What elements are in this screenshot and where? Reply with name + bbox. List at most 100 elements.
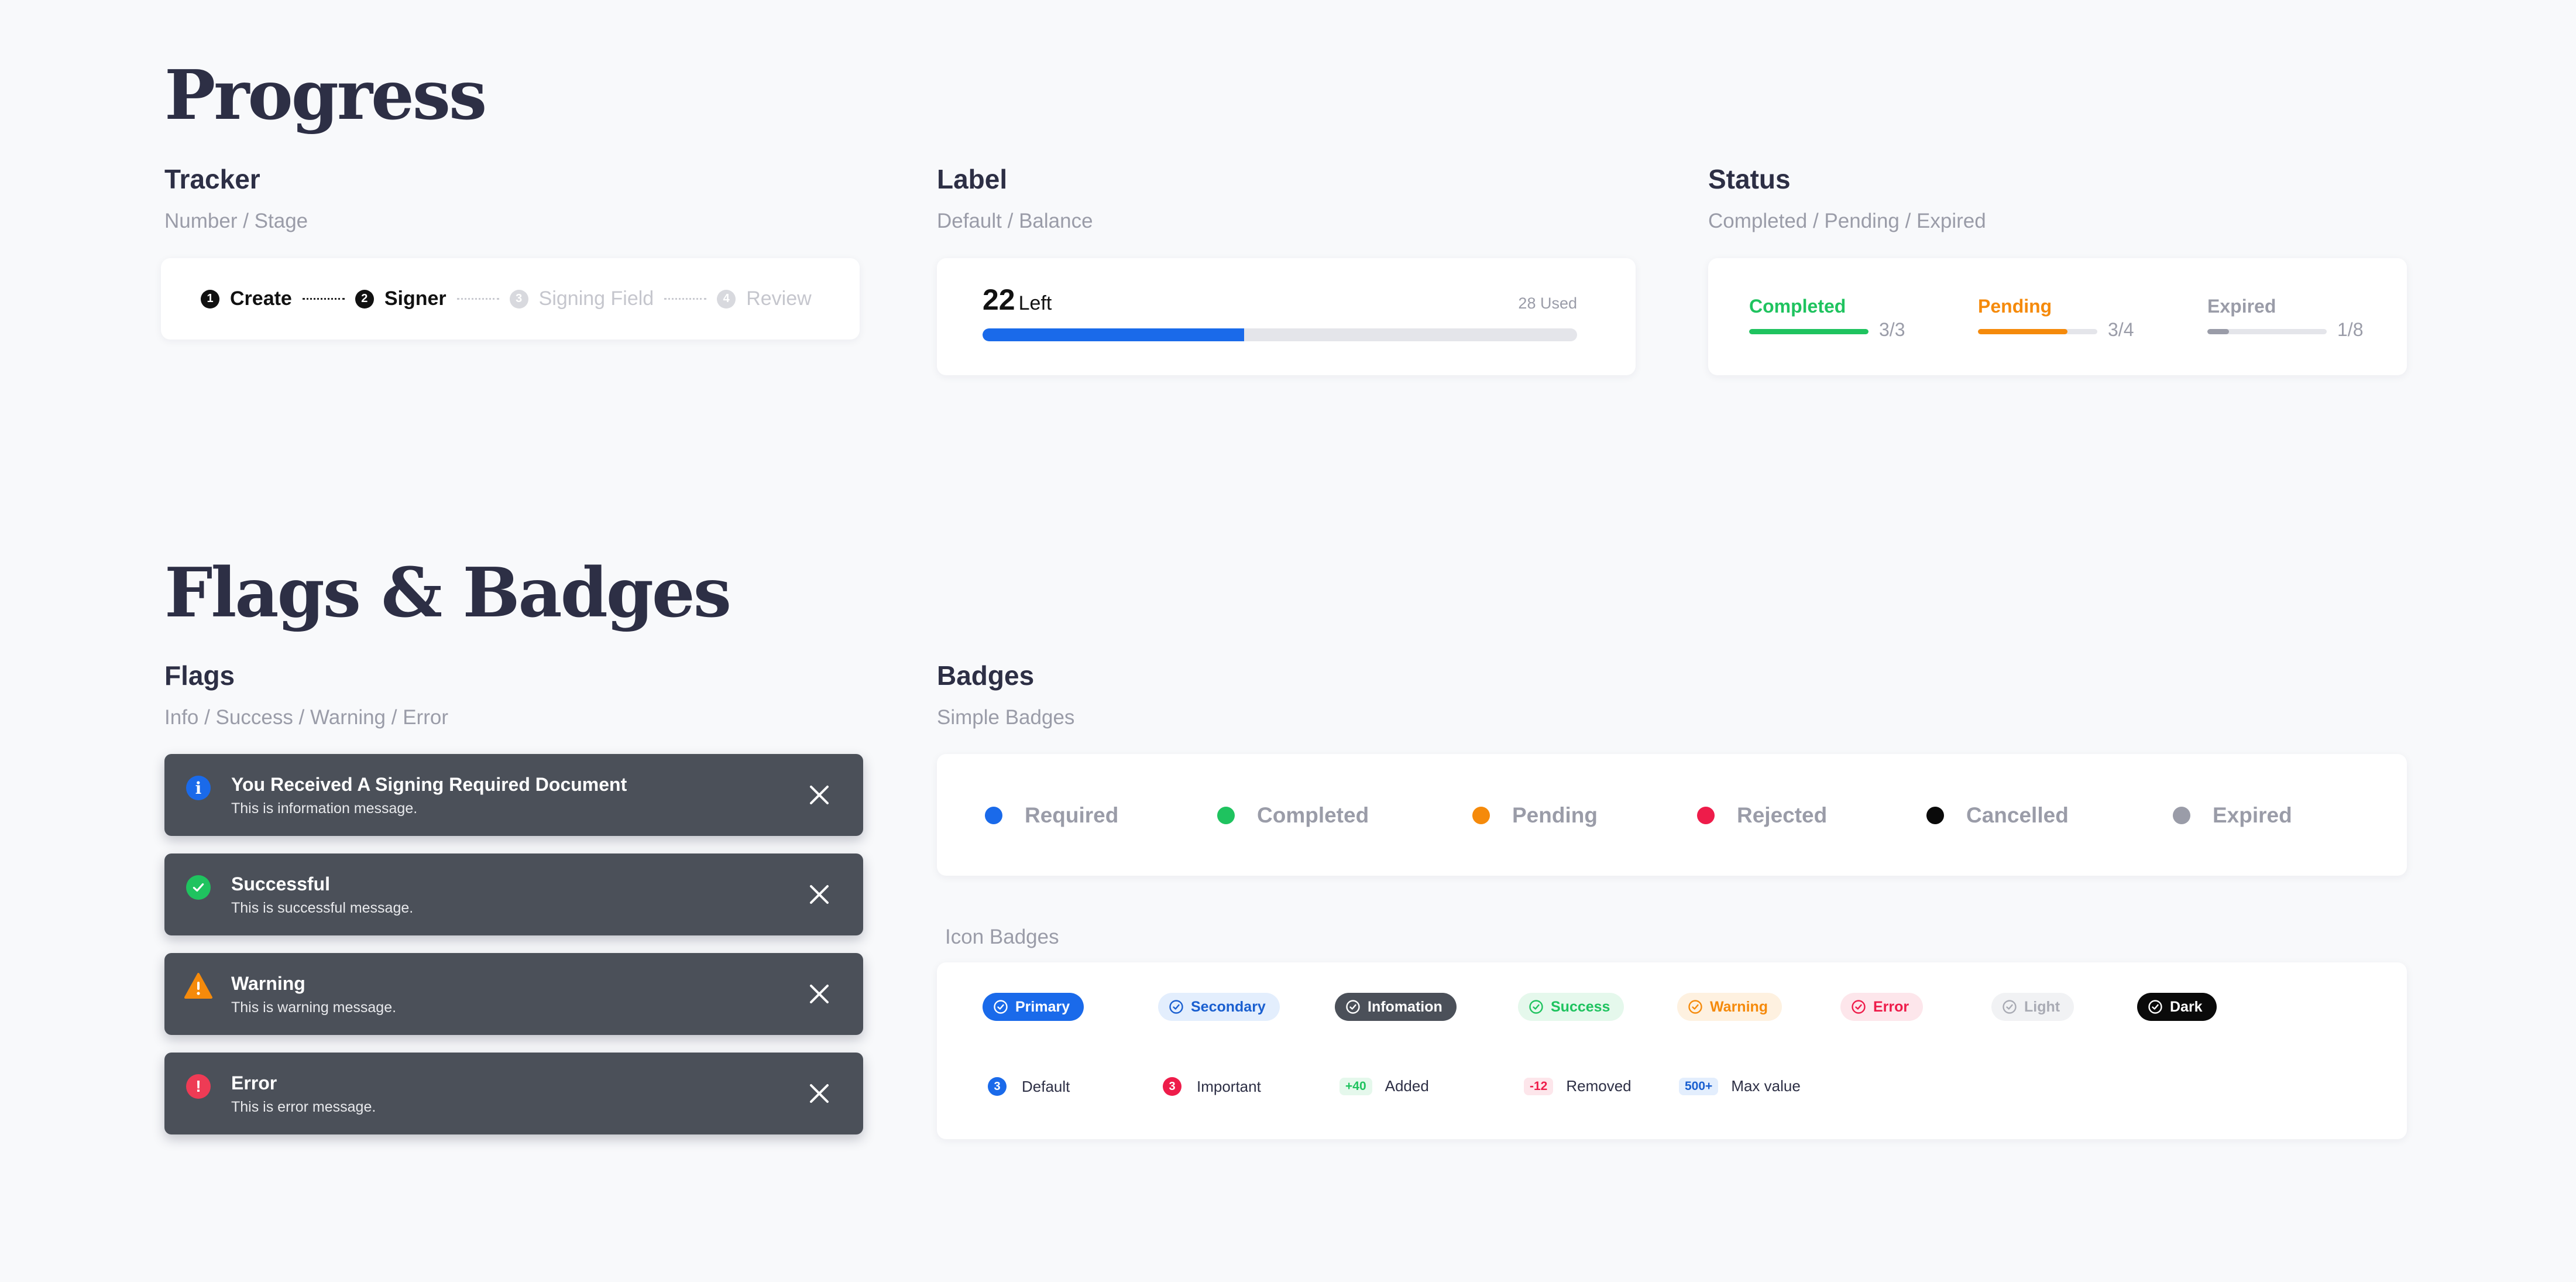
step-number: 4	[717, 289, 736, 308]
balance-used: 28 Used	[1518, 294, 1577, 312]
status-dot	[2173, 807, 2190, 824]
badge-label: Primary	[1015, 998, 1070, 1015]
badge-primary[interactable]: Primary	[983, 993, 1084, 1021]
badge-label: Rejected	[1737, 803, 1828, 827]
flag-message: This is warning message.	[231, 999, 397, 1016]
badge-secondary[interactable]: Secondary	[1158, 993, 1280, 1021]
badge-label: Light	[2024, 998, 2060, 1015]
check-circle-icon	[1169, 1000, 1183, 1014]
check-circle-icon	[1346, 1000, 1360, 1014]
flag-info: i You Received A Signing Required Docume…	[164, 754, 863, 836]
tracker-subtitle: Number / Stage	[164, 210, 308, 232]
badge-rejected: Rejected	[1697, 803, 1827, 828]
badges-title: Badges	[937, 660, 1035, 691]
step-connector	[456, 298, 499, 300]
icon-badges-card	[937, 962, 2407, 1139]
badge-label: Success	[1551, 998, 1610, 1015]
check-circle-icon	[2003, 1000, 2017, 1014]
count-badge-added: +40 Added	[1339, 1077, 1429, 1095]
step-number: 1	[201, 289, 219, 308]
flag-message: This is information message.	[231, 800, 418, 817]
flag-message: This is error message.	[231, 1099, 376, 1115]
status-title: Status	[1708, 164, 1791, 194]
status-count: 1/8	[2337, 319, 2364, 340]
close-icon[interactable]	[808, 982, 831, 1006]
badge-warning[interactable]: Warning	[1677, 993, 1782, 1021]
badge-cancelled: Cancelled	[1926, 803, 2069, 828]
badges-subtitle: Simple Badges	[937, 706, 1075, 729]
balance-left: 22 Left	[983, 283, 1052, 317]
flag-title: Warning	[231, 973, 305, 994]
status-bar	[2207, 329, 2327, 334]
badge-dark[interactable]: Dark	[2137, 993, 2217, 1021]
close-icon[interactable]	[808, 783, 831, 807]
tracker-step-signer[interactable]: 2 Signer	[355, 287, 446, 310]
badge-required: Required	[985, 803, 1118, 828]
flag-title: Successful	[231, 873, 330, 894]
tracker-step-create[interactable]: 1 Create	[201, 287, 292, 310]
count-badge-default: 3 Default	[988, 1077, 1070, 1096]
status-bar	[1978, 329, 2097, 334]
step-label: Create	[230, 287, 292, 310]
flags-badges-section-title: Flags & Badges	[164, 553, 731, 633]
flag-success: Successful This is successful message.	[164, 853, 863, 935]
error-icon: !	[186, 1074, 211, 1099]
balance-progress-fill	[983, 328, 1245, 341]
status-name: Completed	[1749, 296, 1846, 317]
flag-warning: Warning This is warning message.	[164, 953, 863, 1035]
tracker-card: 1 Create 2 Signer 3 Signing Field 4 Revi…	[161, 258, 860, 340]
badge-success[interactable]: Success	[1518, 993, 1624, 1021]
count-badge-label: Default	[1022, 1077, 1070, 1095]
icon-badges-title: Icon Badges	[945, 925, 1059, 948]
badge-label: Pending	[1512, 803, 1598, 827]
status-completed: Completed 3/3	[1749, 258, 1942, 375]
check-circle-icon	[186, 875, 211, 900]
close-icon[interactable]	[808, 883, 831, 906]
badge-label: Completed	[1257, 803, 1369, 827]
tracker-step-signing-field[interactable]: 3 Signing Field	[509, 287, 654, 310]
status-bar-fill	[2207, 329, 2229, 334]
status-bar	[1749, 329, 1869, 334]
step-label: Signer	[384, 287, 446, 310]
badge-label: Error	[1873, 998, 1909, 1015]
count-badge-label: Removed	[1566, 1077, 1632, 1095]
status-expired: Expired 1/8	[2207, 258, 2400, 375]
status-count: 3/3	[1879, 319, 1905, 340]
tracker-step-review[interactable]: 4 Review	[717, 287, 812, 310]
status-dot	[1697, 807, 1715, 824]
badge-label: Infomation	[1368, 998, 1442, 1015]
count-badge-label: Added	[1385, 1077, 1429, 1095]
badge-light[interactable]: Light	[1991, 993, 2074, 1021]
check-circle-icon	[1852, 1000, 1866, 1014]
flag-message: This is successful message.	[231, 900, 414, 916]
step-label: Signing Field	[538, 287, 654, 310]
info-icon: i	[186, 776, 211, 800]
badge-label: Cancelled	[1966, 803, 2069, 827]
close-icon[interactable]	[808, 1082, 831, 1105]
status-bar-fill	[1749, 329, 1869, 334]
status-name: Expired	[2207, 296, 2276, 317]
step-label: Review	[746, 287, 812, 310]
badge-information[interactable]: Infomation	[1335, 993, 1457, 1021]
status-name: Pending	[1978, 296, 2052, 317]
count-badge-max-value: 500+ Max value	[1679, 1077, 1801, 1095]
flags-title: Flags	[164, 660, 235, 691]
badge-label: Secondary	[1191, 998, 1266, 1015]
label-title: Label	[937, 164, 1008, 194]
simple-badges-card	[937, 754, 2407, 876]
status-subtitle: Completed / Pending / Expired	[1708, 210, 1986, 232]
count-tag: +40	[1339, 1077, 1372, 1095]
count-badge-important: 3 Important	[1163, 1077, 1261, 1096]
label-subtitle: Default / Balance	[937, 210, 1093, 232]
badge-expired: Expired	[2173, 803, 2292, 828]
status-dot	[1217, 807, 1235, 824]
balance-card: 22 Left 28 Used	[937, 258, 1636, 375]
status-dot	[1926, 807, 1944, 824]
status-dot	[985, 807, 1002, 824]
badge-label: Warning	[1710, 998, 1768, 1015]
step-number: 3	[509, 289, 528, 308]
badge-error[interactable]: Error	[1840, 993, 1924, 1021]
step-number: 2	[355, 289, 374, 308]
flag-title: Error	[231, 1072, 277, 1094]
warning-triangle-icon	[184, 973, 212, 999]
